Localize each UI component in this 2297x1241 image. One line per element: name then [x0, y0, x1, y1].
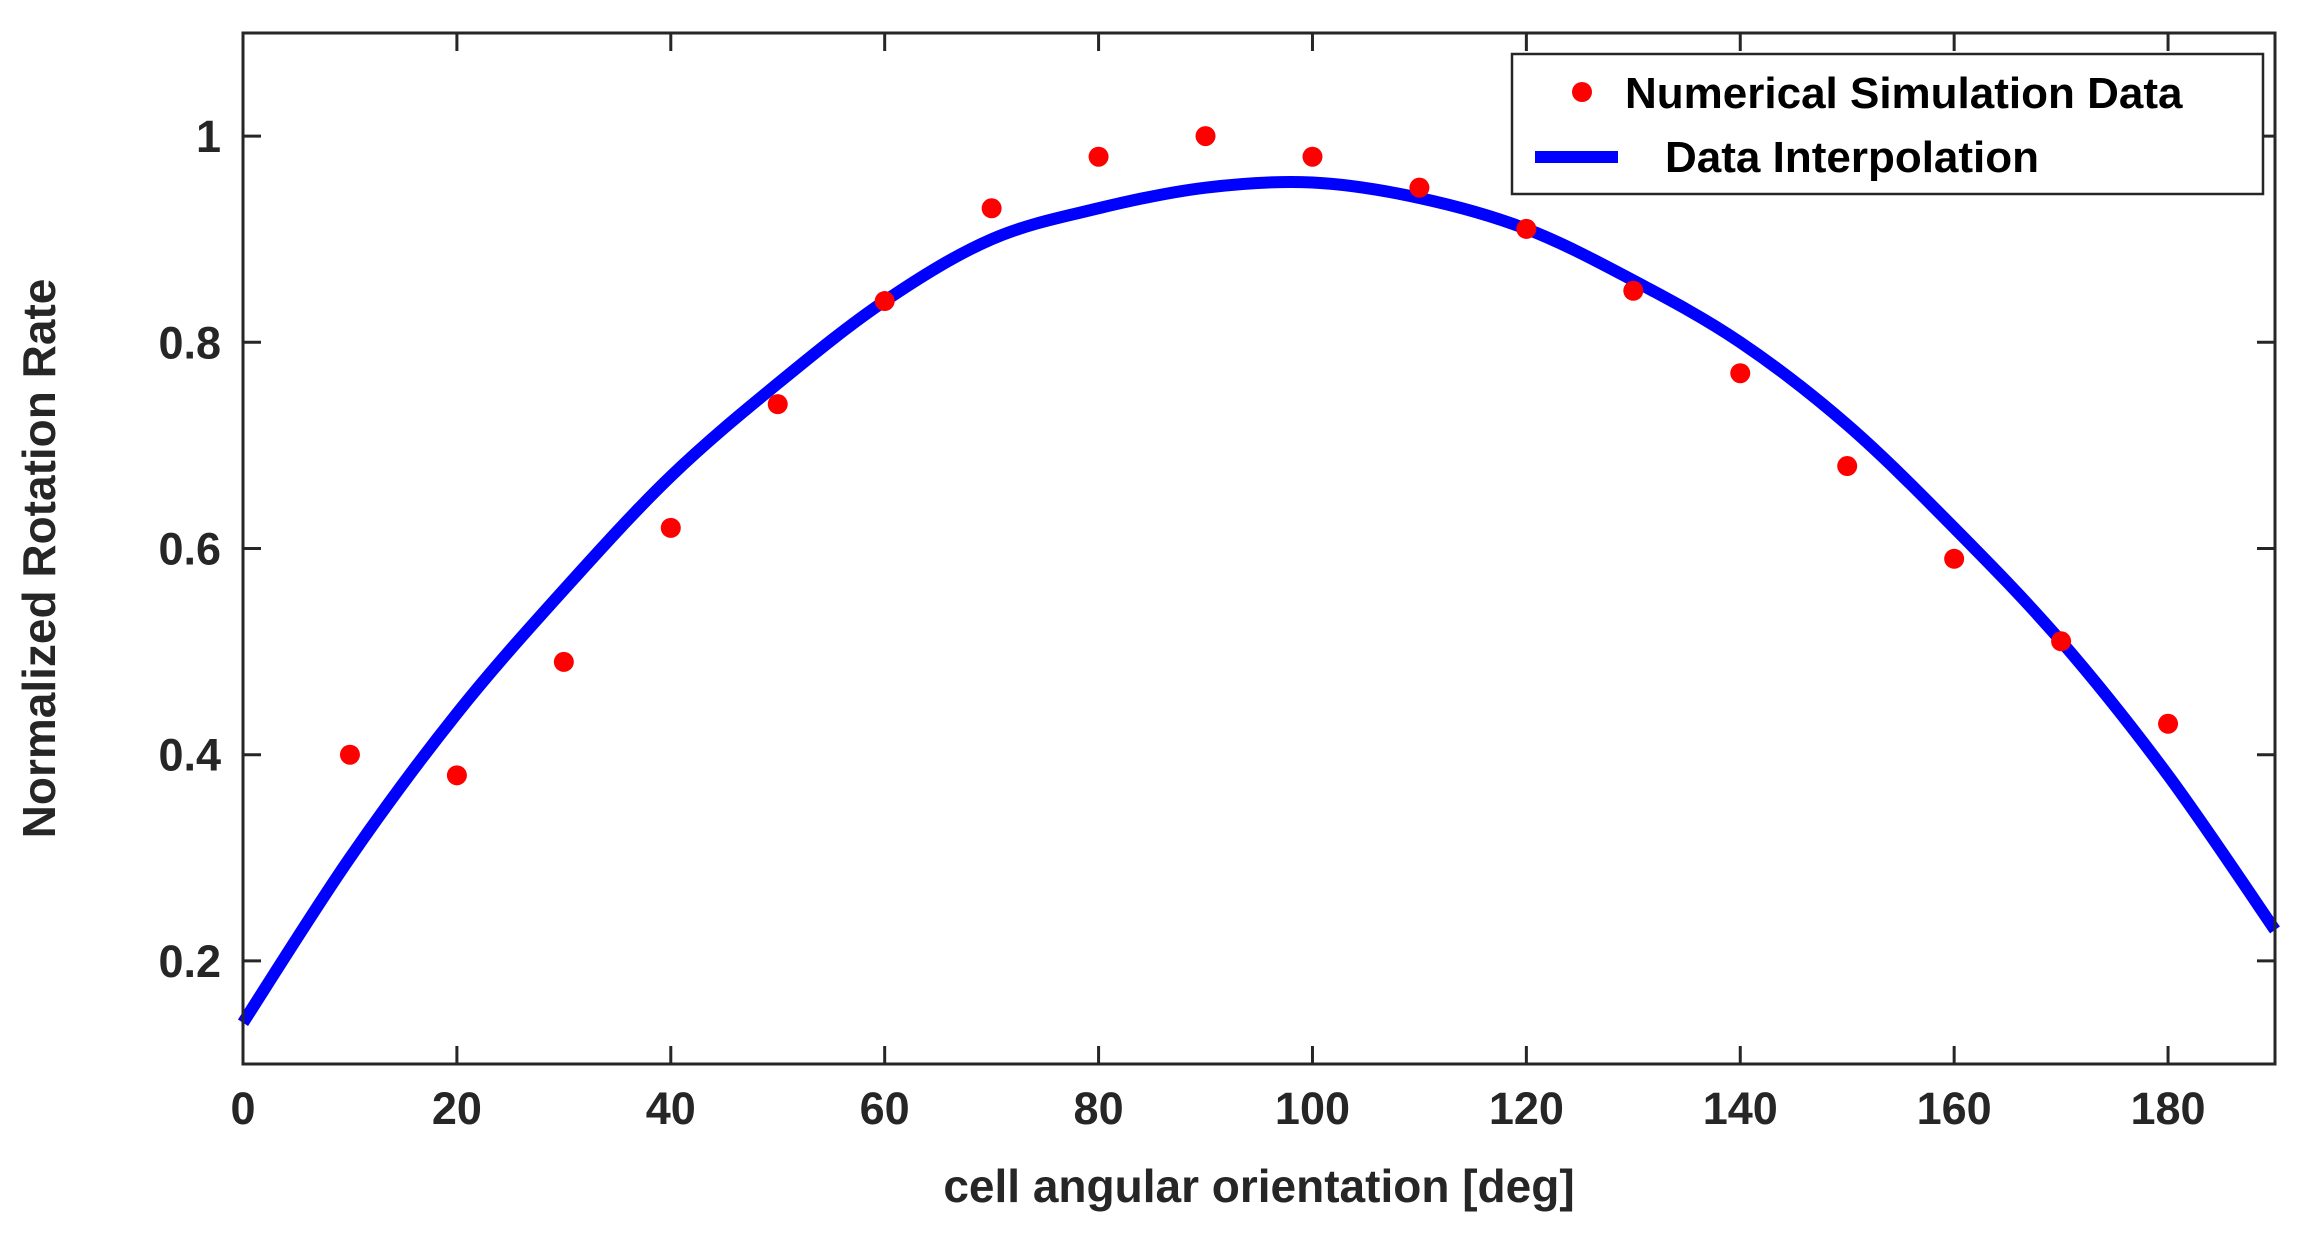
data-point [1088, 146, 1109, 167]
legend-label-scatter: Numerical Simulation Data [1625, 69, 2183, 118]
data-point [446, 765, 467, 786]
x-tick-label: 20 [432, 1083, 482, 1134]
data-point [1195, 126, 1216, 147]
data-point [1623, 280, 1644, 301]
x-tick-label: 120 [1489, 1083, 1564, 1134]
x-tick-label: 160 [1917, 1083, 1992, 1134]
data-point [1837, 456, 1858, 477]
data-point [660, 517, 681, 538]
data-point [2158, 713, 2179, 734]
data-point [553, 651, 574, 672]
legend-label-line: Data Interpolation [1665, 133, 2039, 182]
y-axis-ticks: 0.2 0.4 0.6 0.8 1 [158, 111, 2275, 987]
series-line-data-interpolation [237, 175, 2280, 1027]
x-tick-label: 0 [230, 1083, 255, 1134]
data-point [2051, 631, 2072, 652]
data-point [1730, 363, 1751, 384]
x-tick-label: 80 [1074, 1083, 1124, 1134]
data-point [874, 291, 895, 312]
y-tick-label: 0.6 [158, 524, 221, 575]
data-point [339, 744, 360, 765]
x-tick-label: 60 [860, 1083, 910, 1134]
x-axis-ticks: 0 20 40 60 80 100 120 140 160 180 [230, 33, 2206, 1134]
x-tick-label: 140 [1703, 1083, 1778, 1134]
data-point [767, 394, 788, 415]
y-axis-label: Normalized Rotation Rate [13, 279, 65, 839]
curve-layer [237, 175, 2280, 1027]
y-tick-label: 1 [196, 111, 221, 162]
y-tick-label: 0.2 [158, 936, 221, 987]
points-layer [339, 126, 2179, 786]
data-point [1516, 218, 1537, 239]
data-point [1302, 146, 1323, 167]
data-point [981, 198, 1002, 219]
legend: Numerical Simulation Data Data Interpola… [1510, 52, 2265, 196]
x-tick-label: 100 [1275, 1083, 1350, 1134]
y-tick-label: 0.4 [158, 730, 221, 781]
data-point [1409, 177, 1430, 198]
x-axis-label: cell angular orientation [deg] [943, 1160, 1574, 1212]
legend-box [1510, 52, 2265, 196]
data-point [1944, 548, 1965, 569]
x-tick-label: 180 [2131, 1083, 2206, 1134]
x-tick-label: 40 [646, 1083, 696, 1134]
y-tick-label: 0.8 [158, 317, 221, 368]
legend-marker-scatter [1572, 82, 1592, 102]
